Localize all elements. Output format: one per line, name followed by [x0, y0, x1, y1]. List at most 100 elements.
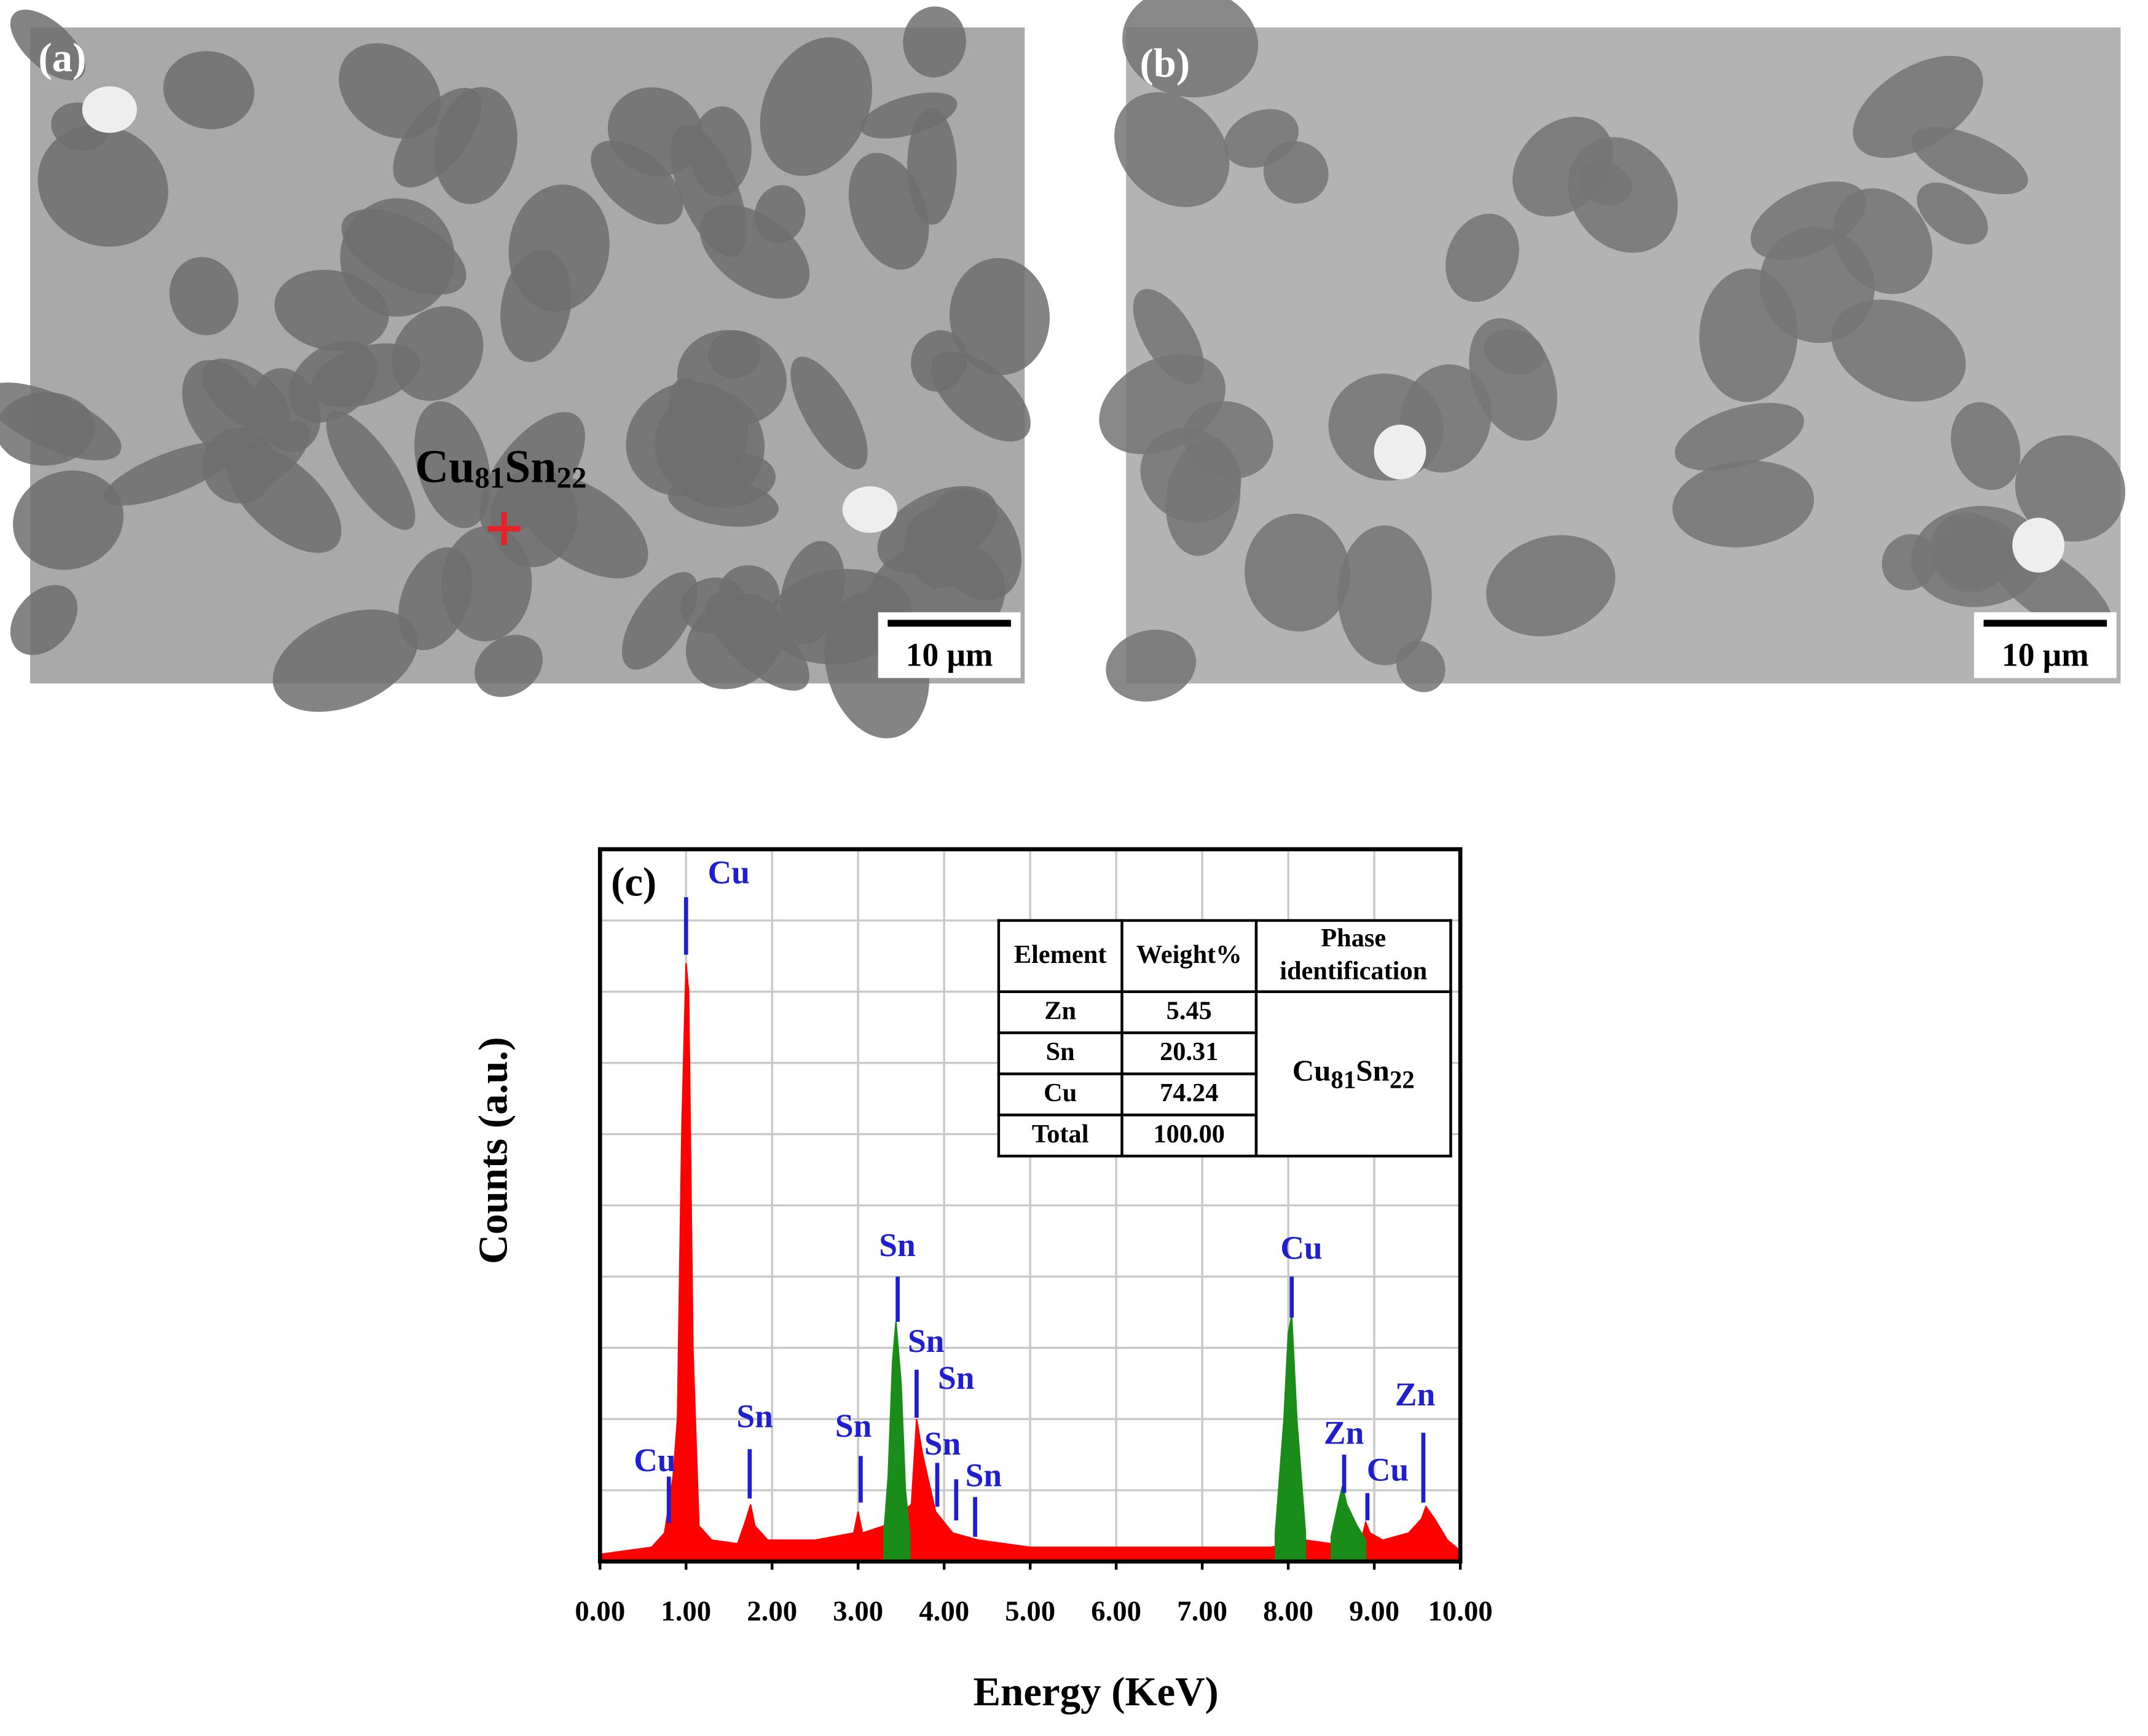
grain	[910, 330, 967, 392]
x-tick-label: 5.00	[1005, 1595, 1055, 1627]
grain	[339, 43, 441, 139]
grain	[1916, 183, 1988, 245]
x-tick-label: 8.00	[1263, 1595, 1313, 1627]
grain	[699, 205, 810, 299]
peak-label: Sn	[835, 1407, 872, 1444]
grain	[391, 306, 484, 401]
header-cell: Phase identification	[1254, 919, 1452, 994]
peak-label: Zn	[1395, 1376, 1435, 1413]
grain	[163, 51, 254, 130]
formula-part: 22	[1389, 1066, 1415, 1094]
formula-part: Sn	[505, 441, 556, 493]
y-axis-title: Counts (a.u.)	[471, 1037, 516, 1265]
spectrum-area	[1330, 1485, 1367, 1563]
grain	[1881, 534, 1937, 591]
grain	[848, 152, 929, 270]
grain	[288, 340, 377, 423]
formula-part: Cu	[1292, 1053, 1331, 1088]
grain	[10, 584, 77, 655]
grain	[1750, 181, 1867, 260]
x-tick-label: 9.00	[1349, 1595, 1399, 1627]
grain	[1337, 525, 1432, 666]
grain	[1183, 401, 1273, 479]
x-tick-label: 1.00	[661, 1595, 711, 1627]
grain	[182, 359, 269, 463]
x-tick-label: 6.00	[1091, 1595, 1141, 1627]
peak-label: Cu	[708, 854, 750, 891]
spectrum-area	[883, 1321, 911, 1563]
cell: Total	[997, 1113, 1123, 1158]
grain	[398, 547, 473, 651]
data-table: Element Weight% Phase identification Zn 5…	[997, 919, 1452, 1158]
header-cell: Weight%	[1120, 919, 1258, 994]
grain	[1675, 403, 1804, 471]
cell: 5.45	[1120, 990, 1258, 1034]
peak-label: Cu	[1367, 1451, 1409, 1488]
particle	[2012, 517, 2065, 573]
grain	[1486, 535, 1616, 637]
particle	[1374, 424, 1426, 480]
x-tick-label: 0.00	[575, 1595, 625, 1627]
cell: Zn	[997, 990, 1123, 1034]
grain	[1106, 629, 1197, 702]
grain	[490, 467, 578, 567]
formula-part: 81	[474, 461, 505, 495]
phase-annotation: Cu81Sn22	[415, 441, 586, 495]
header-cell: Element	[997, 919, 1123, 994]
grain	[1224, 109, 1299, 168]
grain	[10, 9, 85, 81]
grain	[667, 477, 779, 527]
cell: 74.24	[1120, 1072, 1258, 1117]
peak-label: Sn	[908, 1322, 945, 1359]
peak-label: Sn	[924, 1425, 961, 1462]
grain	[1122, 0, 1259, 98]
grain	[1513, 116, 1613, 217]
panel-label: (c)	[611, 860, 656, 905]
peak-label: Sn	[879, 1227, 916, 1263]
grain	[340, 198, 455, 317]
grain	[37, 125, 168, 247]
grain	[414, 401, 491, 528]
grain	[474, 635, 543, 697]
particle	[82, 86, 137, 133]
phase-cell: Cu81Sn22	[1254, 990, 1452, 1158]
peak-label: Sn	[736, 1398, 773, 1435]
grain	[326, 410, 415, 530]
grain	[434, 87, 517, 205]
x-tick-label: 2.00	[747, 1595, 797, 1627]
peak-label: Cu	[634, 1442, 675, 1479]
grain	[1934, 517, 2020, 588]
grain	[690, 106, 752, 197]
grain	[591, 140, 683, 225]
formula-part: 22	[557, 461, 587, 495]
grain	[1396, 640, 1446, 693]
particle	[842, 486, 897, 533]
formula-part: Sn	[1356, 1053, 1390, 1088]
sem-image	[1099, 0, 2125, 702]
x-tick-label: 4.00	[919, 1595, 969, 1627]
peak-label: Sn	[938, 1359, 975, 1396]
grain	[621, 571, 698, 670]
x-tick-label: 10.00	[1428, 1595, 1492, 1627]
grain	[1831, 299, 1966, 402]
grain	[760, 37, 873, 176]
cell: Sn	[997, 1031, 1123, 1075]
grain	[500, 249, 572, 363]
table-container: Element Weight% Phase identification Zn 5…	[997, 919, 1452, 1158]
grain	[1114, 92, 1230, 208]
grain	[1672, 460, 1814, 548]
x-tick-label: 7.00	[1177, 1595, 1227, 1627]
grain	[903, 6, 966, 77]
grain	[927, 489, 1021, 601]
panel-label: (b)	[1139, 41, 1190, 86]
grain	[950, 257, 1050, 375]
grain	[768, 568, 911, 665]
grain	[677, 329, 787, 426]
grain	[272, 609, 418, 712]
grain	[1245, 513, 1350, 632]
sem-image	[0, 6, 1050, 739]
point-marker	[487, 512, 521, 546]
cell: 100.00	[1120, 1113, 1258, 1158]
cell: 20.31	[1120, 1031, 1258, 1075]
